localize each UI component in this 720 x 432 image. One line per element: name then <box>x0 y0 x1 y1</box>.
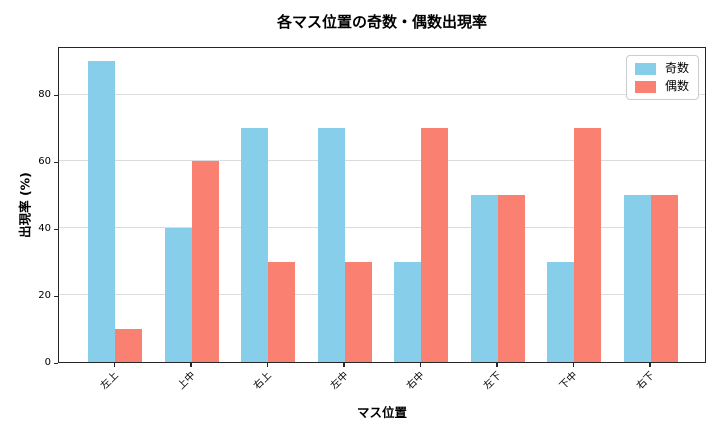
bar-偶数-右上 <box>268 261 295 362</box>
legend-label-odd: 奇数 <box>664 61 689 75</box>
legend-item-even: 偶数 <box>634 79 689 93</box>
bar-偶数-右中 <box>421 127 449 362</box>
bar-奇数-左上 <box>88 61 116 362</box>
y-tick <box>54 228 58 231</box>
bar-奇数-右下 <box>623 194 651 362</box>
x-tick-label: 左中 <box>328 370 351 392</box>
x-tick-label: 右下 <box>634 370 657 392</box>
bar-奇数-上中 <box>164 228 192 362</box>
bar-偶数-右下 <box>650 194 678 362</box>
bar-奇数-右上 <box>241 127 269 362</box>
legend-label-even: 偶数 <box>664 79 689 93</box>
y-tick-label: 0 <box>44 357 51 368</box>
y-tick <box>54 161 58 164</box>
x-tick-label: 下中 <box>558 370 581 392</box>
gridline <box>59 93 705 95</box>
x-tick-label: 右上 <box>252 370 275 392</box>
x-tick <box>266 363 269 367</box>
x-axis-label: マス位置 <box>356 405 407 420</box>
bar-偶数-下中 <box>574 127 602 362</box>
x-tick-label: 上中 <box>175 370 198 392</box>
gridline <box>59 160 705 162</box>
x-tick <box>113 363 116 367</box>
x-tick-label: 左下 <box>481 370 504 392</box>
x-tick <box>496 363 498 367</box>
bar-奇数-下中 <box>547 261 575 362</box>
y-tick-label: 20 <box>38 290 51 302</box>
bar-偶数-左中 <box>344 261 372 362</box>
x-tick <box>343 363 345 367</box>
x-tick-label: 左上 <box>99 370 122 392</box>
y-tick <box>54 295 58 297</box>
chart-title: 各マス位置の奇数・偶数出現率 <box>276 13 487 31</box>
x-tick <box>649 363 651 367</box>
legend-swatch-odd-icon <box>634 62 656 75</box>
y-tick-label: 40 <box>38 223 51 235</box>
bar-偶数-左上 <box>115 328 142 362</box>
gridline <box>59 294 705 296</box>
x-tick <box>419 363 422 367</box>
bar-偶数-上中 <box>191 161 219 362</box>
x-tick-label: 右中 <box>405 370 428 392</box>
y-tick <box>54 94 58 97</box>
legend-item-odd: 奇数 <box>634 61 689 75</box>
y-tick-label: 80 <box>38 89 51 101</box>
y-tick <box>54 362 58 364</box>
plot-area: 奇数 偶数 <box>58 47 706 363</box>
bar-奇数-右中 <box>394 261 422 362</box>
bar-奇数-左下 <box>470 194 498 362</box>
x-tick <box>572 363 575 367</box>
y-tick-label: 60 <box>38 156 51 168</box>
bar-奇数-左中 <box>317 127 345 362</box>
legend-swatch-even-icon <box>634 80 656 93</box>
gridline <box>59 227 705 229</box>
x-tick <box>190 363 192 367</box>
bar-偶数-左下 <box>497 194 525 362</box>
legend: 奇数 偶数 <box>625 55 699 100</box>
